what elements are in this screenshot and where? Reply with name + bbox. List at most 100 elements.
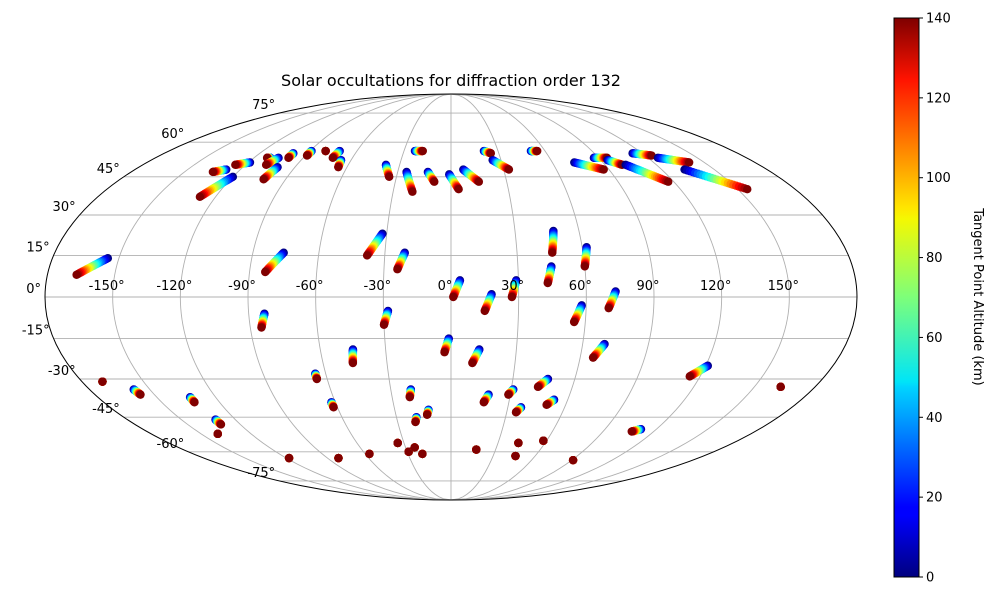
occultation-track [488, 155, 514, 174]
track-point [195, 192, 205, 202]
latitude-tick-label: -45° [92, 402, 120, 417]
track-point [548, 248, 557, 257]
track-point [430, 177, 439, 186]
occultation-track [259, 162, 282, 184]
track-point [411, 417, 420, 427]
track-point [259, 175, 268, 184]
track-point [454, 185, 463, 194]
occultation-track [570, 158, 608, 174]
occultation-track [504, 385, 518, 399]
occultation-track [479, 146, 496, 158]
occultation-track [365, 449, 374, 459]
track-point [208, 167, 218, 177]
track-point [580, 262, 589, 271]
occultation-track [402, 167, 417, 196]
occultation-track [580, 243, 591, 271]
track-point [213, 429, 222, 439]
track-point [379, 320, 389, 329]
occultation-track [445, 170, 463, 194]
latitude-tick-label: 60° [161, 127, 184, 142]
track-point [72, 270, 81, 279]
track-point [664, 177, 673, 186]
track-point [511, 408, 521, 417]
longitude-tick-label: -60° [296, 279, 324, 294]
occultation-track [653, 153, 694, 167]
track-point [261, 267, 270, 277]
track-point [418, 146, 427, 156]
occultation-track [507, 276, 521, 302]
track-point [404, 447, 413, 456]
track-point [604, 303, 613, 313]
occultation-track [604, 287, 620, 313]
occultation-track [72, 253, 113, 279]
latitude-tick-label: 15° [27, 240, 50, 255]
latitude-tick-label: -75° [247, 466, 275, 481]
longitude-gridline [112, 94, 452, 500]
occultation-track [533, 374, 553, 392]
occultation-track [468, 345, 484, 368]
longitude-tick-label: -150° [89, 279, 125, 294]
colorbar-tick-label: 120 [926, 91, 951, 106]
track-point [231, 160, 240, 170]
track-point [422, 410, 432, 419]
track-point [468, 358, 477, 368]
colorbar-label: Tangent Point Altitude (km) [970, 207, 985, 385]
track-point [533, 382, 543, 392]
map-outline [44, 93, 858, 501]
track-point [418, 449, 427, 459]
occultation-track [422, 405, 433, 419]
occultation-track [379, 306, 393, 329]
colorbar-tick-label: 0 [926, 571, 934, 586]
latitude-tick-label: 30° [53, 200, 76, 215]
occultation-track [208, 165, 231, 177]
occultation-track [410, 146, 427, 156]
longitude-tick-label: 150° [768, 279, 799, 294]
colorbar-tick-label: 100 [926, 171, 951, 186]
longitude-tick-label: 60° [569, 279, 592, 294]
longitude-gridline [450, 94, 790, 500]
occultation-track [539, 436, 548, 445]
track-point [410, 443, 419, 452]
longitude-gridline [450, 94, 723, 500]
track-point [216, 420, 226, 429]
occultation-track [449, 276, 465, 302]
track-point [365, 449, 374, 459]
colorbar-tick-label: 40 [926, 411, 943, 426]
occultation-track [284, 149, 298, 163]
occultation-track [479, 390, 493, 407]
occultation-track [321, 146, 330, 156]
occultation-track [404, 447, 413, 456]
occultation-track [685, 361, 713, 381]
track-point [98, 377, 107, 386]
track-point [627, 427, 636, 436]
colorbar-tick-label: 60 [926, 331, 943, 346]
occultation-track [393, 438, 402, 448]
track-point [539, 436, 548, 445]
track-point [684, 158, 694, 167]
occultation-track [511, 403, 526, 417]
occultation-track [261, 248, 288, 277]
occultation-track [548, 226, 558, 257]
track-point [440, 348, 449, 357]
longitude-tick-labels: -150° -120° -90° -60° -30° 0° 30° 60° 90° 120° 150… [89, 279, 799, 294]
track-point [321, 146, 330, 156]
occultation-track [302, 146, 316, 160]
track-point [599, 165, 608, 174]
track-point [385, 172, 394, 182]
track-point [504, 390, 513, 399]
track-point [588, 353, 598, 362]
occultation-track [185, 392, 199, 407]
occultation-track [628, 149, 656, 160]
latitude-tick-label: -15° [22, 324, 50, 339]
occultation-track [311, 369, 322, 384]
occultation-track [211, 415, 226, 429]
occultation-track [334, 453, 343, 463]
longitude-tick-label: -30° [363, 279, 391, 294]
track-point [257, 323, 266, 332]
occultation-track [514, 438, 523, 448]
colorbar-tick-label: 20 [926, 491, 943, 506]
track-point [472, 445, 481, 454]
track-point [284, 153, 293, 163]
occultation-track [334, 155, 346, 172]
longitude-tick-label: 30° [501, 279, 524, 294]
